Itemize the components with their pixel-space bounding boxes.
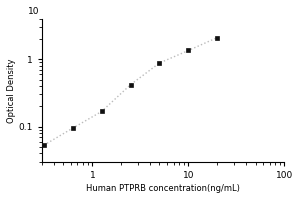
Text: 10: 10 [28, 7, 39, 16]
Y-axis label: Optical Density: Optical Density [7, 58, 16, 123]
X-axis label: Human PTPRB concentration(ng/mL): Human PTPRB concentration(ng/mL) [86, 184, 240, 193]
